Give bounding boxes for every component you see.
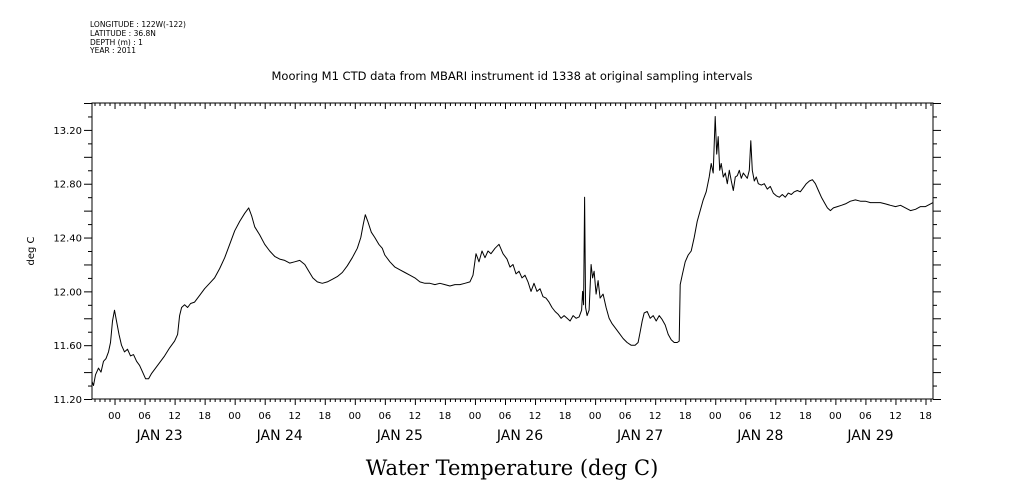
day-label: JAN 25 [376, 428, 423, 444]
x-tick-label: 00 [589, 411, 602, 422]
y-tick-label: 12.00 [53, 287, 82, 298]
depth-text: DEPTH (m) : 1 [90, 37, 143, 47]
x-tick-label: 12 [288, 411, 301, 422]
y-tick-label: 12.40 [53, 234, 82, 245]
x-tick-label: 12 [769, 411, 782, 422]
day-label: JAN 28 [736, 428, 783, 444]
x-tick-label: 12 [409, 411, 422, 422]
x-tick-label: 00 [228, 411, 241, 422]
y-tick-label: 11.60 [53, 341, 82, 352]
x-tick-label: 18 [919, 411, 932, 422]
latitude-text: LATITUDE : 36.8N [90, 28, 156, 38]
x-tick-label: 18 [559, 411, 572, 422]
day-label: JAN 23 [135, 428, 182, 444]
x-tick-label: 06 [138, 411, 151, 422]
x-tick-label: 00 [108, 411, 121, 422]
x-tick-label: 12 [529, 411, 542, 422]
y-tick-label: 12.80 [53, 180, 82, 191]
x-tick-label: 06 [378, 411, 391, 422]
plot-frame [91, 102, 934, 400]
x-tick-label: 18 [198, 411, 211, 422]
x-tick-label: 06 [739, 411, 752, 422]
day-label: JAN 27 [616, 428, 663, 444]
x-tick-label: 06 [619, 411, 632, 422]
x-axis-title: Water Temperature (deg C) [366, 456, 659, 480]
axis-ticks [84, 103, 941, 405]
x-tick-label: 12 [649, 411, 662, 422]
metadata-block: LONGITUDE : 122W(-122) LATITUDE : 36.8N … [90, 20, 186, 56]
x-tick-label: 00 [348, 411, 361, 422]
day-label: JAN 29 [846, 428, 893, 444]
y-tick-label: 13.20 [53, 126, 82, 137]
x-tick-label: 18 [318, 411, 331, 422]
longitude-text: LONGITUDE : 122W(-122) [90, 20, 186, 29]
temperature-series-line [91, 116, 934, 386]
x-tick-label: 00 [709, 411, 722, 422]
day-labels: JAN 23 JAN 24 JAN 25 JAN 26 JAN 27 JAN 28 JAN … [135, 428, 893, 444]
y-tick-label: 11.20 [53, 395, 82, 406]
year-text: YEAR : 2011 [90, 46, 137, 56]
x-tick-label: 00 [829, 411, 842, 422]
x-tick-label: 18 [679, 411, 692, 422]
x-tick-label: 06 [499, 411, 512, 422]
x-tick-label: 06 [258, 411, 271, 422]
x-tick-label: 12 [168, 411, 181, 422]
x-tick-label: 12 [889, 411, 902, 422]
y-axis-label: deg C [26, 236, 37, 265]
x-tick-labels: 00 06 12 18 00 06 12 18 00 06 12 18 00 06 12 18 00 06 12 18… [108, 411, 932, 422]
chart-title: Mooring M1 CTD data from MBARI instrumen… [272, 69, 753, 83]
y-tick-labels: 11.20 11.60 12.00 12.40 12.80 13.20 [53, 126, 82, 406]
x-tick-label: 18 [799, 411, 812, 422]
day-label: JAN 26 [496, 428, 543, 444]
x-tick-label: 00 [469, 411, 482, 422]
x-tick-label: 06 [859, 411, 872, 422]
day-label: JAN 24 [256, 428, 303, 444]
x-tick-label: 18 [439, 411, 452, 422]
